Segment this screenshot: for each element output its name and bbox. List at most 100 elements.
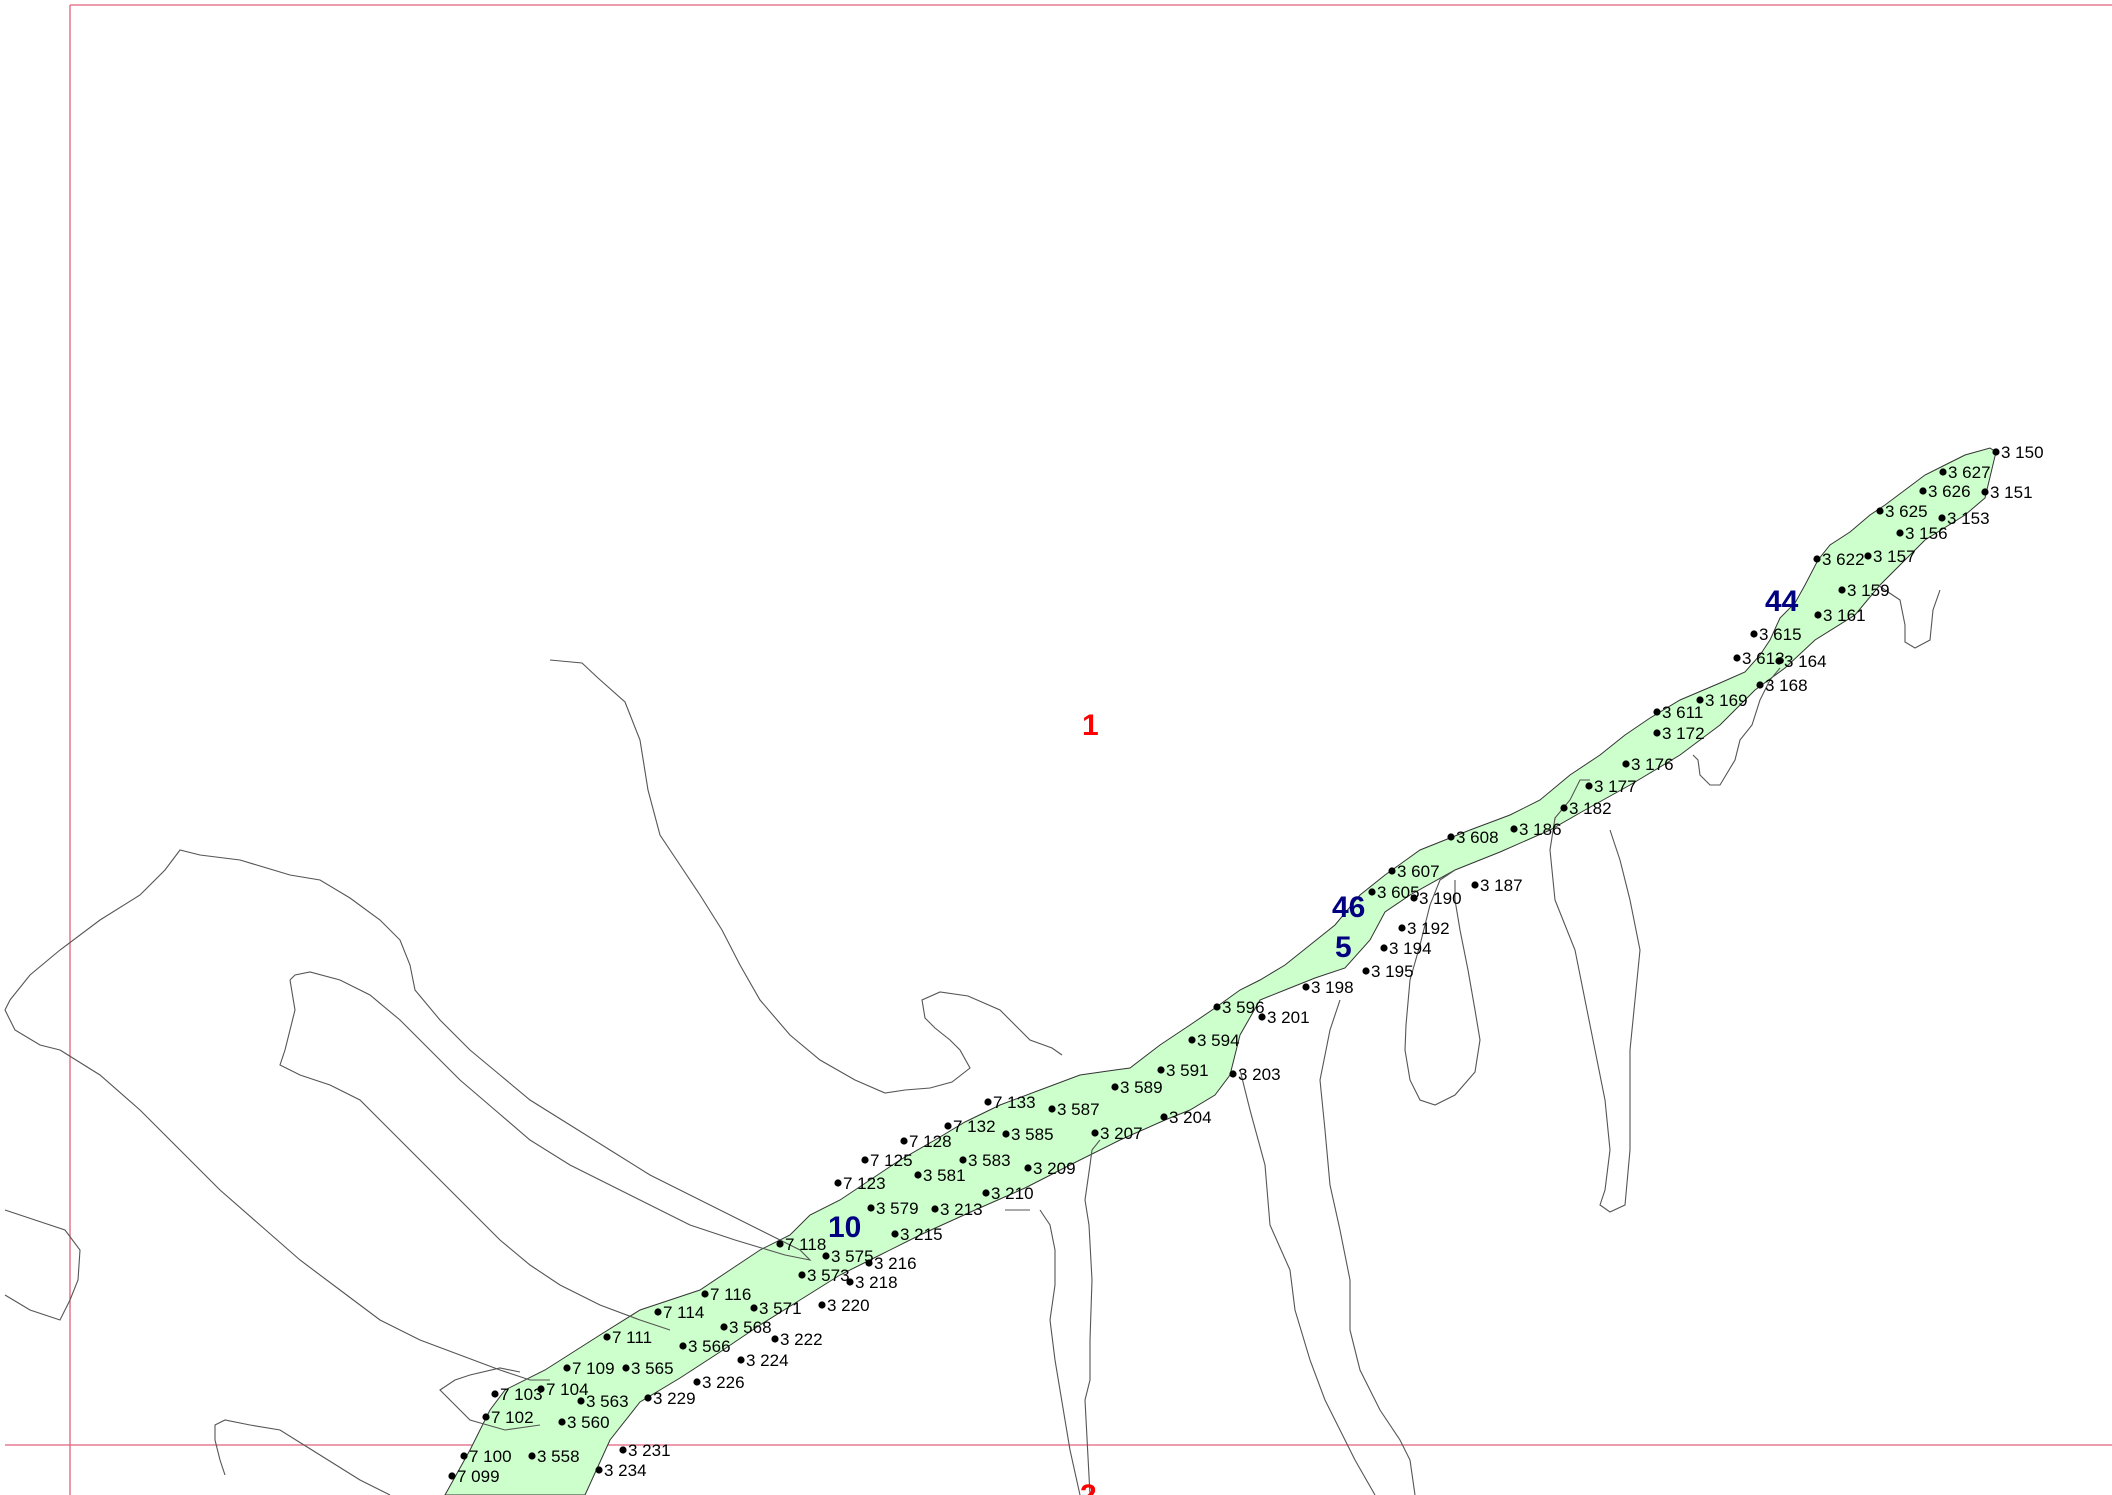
survey-point[interactable]: 3 596	[1213, 998, 1265, 1017]
survey-point-label: 7 103	[500, 1385, 543, 1404]
survey-point-label: 3 150	[2001, 443, 2044, 462]
survey-point-marker	[776, 1240, 784, 1248]
survey-point[interactable]: 7 133	[984, 1093, 1036, 1112]
survey-point[interactable]: 3 194	[1380, 939, 1432, 958]
zone-label-46[interactable]: 46	[1332, 891, 1365, 924]
survey-point[interactable]: 3 608	[1447, 828, 1499, 847]
survey-point[interactable]: 3 156	[1896, 524, 1948, 543]
survey-point[interactable]: 3 187	[1471, 876, 1523, 895]
survey-point[interactable]: 3 177	[1585, 777, 1637, 796]
survey-point[interactable]: 3 210	[982, 1184, 1034, 1203]
survey-point[interactable]: 3 579	[867, 1199, 919, 1218]
survey-point[interactable]: 3 220	[818, 1296, 870, 1315]
survey-point[interactable]: 3 581	[914, 1166, 966, 1185]
survey-point[interactable]: 3 161	[1814, 606, 1866, 625]
survey-point[interactable]: 3 157	[1864, 547, 1916, 566]
survey-point[interactable]: 3 591	[1157, 1061, 1209, 1080]
survey-point[interactable]: 3 627	[1939, 463, 1991, 482]
zone-label-44[interactable]: 44	[1765, 585, 1799, 618]
survey-point[interactable]: 3 169	[1696, 691, 1748, 710]
survey-point[interactable]: 3 213	[931, 1200, 983, 1219]
survey-point[interactable]: 3 172	[1653, 724, 1705, 743]
survey-point[interactable]: 3 203	[1229, 1065, 1281, 1084]
survey-point[interactable]: 3 207	[1091, 1124, 1143, 1143]
survey-point[interactable]: 3 583	[959, 1151, 1011, 1170]
survey-point[interactable]: 3 563	[577, 1392, 629, 1411]
survey-point[interactable]: 3 613	[1733, 649, 1785, 668]
survey-point[interactable]: 3 568	[720, 1318, 772, 1337]
green-zone-polygon[interactable]	[444, 447, 1997, 1495]
survey-point-marker	[822, 1252, 830, 1260]
survey-point[interactable]: 3 201	[1258, 1008, 1310, 1027]
survey-point[interactable]: 3 176	[1622, 755, 1674, 774]
survey-point[interactable]: 3 573	[798, 1266, 850, 1285]
survey-point[interactable]: 3 589	[1111, 1078, 1163, 1097]
survey-point[interactable]: 3 164	[1775, 652, 1827, 671]
survey-point[interactable]: 3 153	[1938, 509, 1990, 528]
survey-point[interactable]: 3 594	[1188, 1031, 1240, 1050]
survey-point-label: 3 575	[831, 1247, 874, 1266]
survey-point[interactable]: 7 099	[448, 1467, 500, 1486]
survey-point[interactable]: 3 182	[1560, 799, 1612, 818]
survey-point[interactable]: 3 159	[1838, 581, 1890, 600]
survey-point[interactable]: 3 585	[1002, 1125, 1054, 1144]
survey-point[interactable]: 3 204	[1160, 1108, 1212, 1127]
zone-label-10[interactable]: 10	[828, 1211, 861, 1244]
survey-point[interactable]: 3 224	[737, 1351, 789, 1370]
survey-point[interactable]: 3 215	[891, 1225, 943, 1244]
survey-point[interactable]: 3 168	[1756, 676, 1808, 695]
survey-point[interactable]: 7 132	[944, 1117, 996, 1136]
survey-point[interactable]: 3 234	[595, 1461, 647, 1480]
survey-point[interactable]: 3 558	[528, 1447, 580, 1466]
survey-point[interactable]: 3 186	[1510, 820, 1562, 839]
survey-point[interactable]: 3 565	[622, 1359, 674, 1378]
survey-point[interactable]: 7 111	[603, 1328, 652, 1347]
survey-point[interactable]: 7 125	[861, 1151, 913, 1170]
survey-point[interactable]: 3 216	[865, 1254, 917, 1273]
survey-point-marker	[1510, 825, 1518, 833]
survey-point[interactable]: 3 218	[846, 1273, 898, 1292]
survey-point[interactable]: 3 151	[1981, 483, 2033, 502]
survey-point[interactable]: 3 587	[1048, 1100, 1100, 1119]
survey-point[interactable]: 7 100	[460, 1447, 512, 1466]
survey-point[interactable]: 7 123	[834, 1174, 886, 1193]
survey-point[interactable]: 3 615	[1750, 625, 1802, 644]
survey-point[interactable]: 3 150	[1992, 443, 2044, 462]
survey-point-label: 7 109	[572, 1359, 615, 1378]
survey-point[interactable]: 3 625	[1876, 502, 1928, 521]
survey-point-label: 3 164	[1784, 652, 1827, 671]
survey-point-label: 3 159	[1847, 581, 1890, 600]
survey-point[interactable]: 3 192	[1398, 919, 1450, 938]
survey-point[interactable]: 3 605	[1368, 883, 1420, 902]
survey-point[interactable]: 3 571	[750, 1299, 802, 1318]
survey-point[interactable]: 3 222	[771, 1330, 823, 1349]
survey-point[interactable]: 3 622	[1813, 550, 1865, 569]
survey-point[interactable]: 3 229	[644, 1389, 696, 1408]
survey-point[interactable]: 3 195	[1362, 962, 1414, 981]
survey-point[interactable]: 7 104	[537, 1380, 589, 1399]
survey-point[interactable]: 3 198	[1302, 978, 1354, 997]
survey-point[interactable]: 7 102	[482, 1408, 534, 1427]
survey-point[interactable]: 3 626	[1919, 482, 1971, 501]
survey-point-marker	[944, 1122, 952, 1130]
survey-point[interactable]: 3 226	[693, 1373, 745, 1392]
survey-point-label: 3 157	[1873, 547, 1916, 566]
survey-point[interactable]: 7 114	[654, 1303, 704, 1322]
survey-point-marker	[861, 1156, 869, 1164]
zone-label-5[interactable]: 5	[1335, 931, 1352, 964]
survey-point[interactable]: 7 103	[491, 1385, 543, 1404]
survey-point[interactable]: 7 128	[900, 1132, 952, 1151]
survey-point[interactable]: 3 607	[1388, 862, 1440, 881]
parcel-label-1[interactable]: 1	[1082, 709, 1099, 742]
parcel-label-2[interactable]: 2	[1080, 1479, 1097, 1495]
survey-point[interactable]: 3 231	[619, 1441, 671, 1460]
survey-point[interactable]: 3 190	[1410, 889, 1462, 908]
survey-point[interactable]: 7 118	[776, 1235, 826, 1254]
survey-point[interactable]: 3 560	[558, 1413, 610, 1432]
survey-point[interactable]: 3 566	[679, 1337, 731, 1356]
survey-point[interactable]: 3 611	[1653, 703, 1703, 722]
survey-point[interactable]: 7 116	[701, 1285, 751, 1304]
survey-point[interactable]: 3 209	[1024, 1159, 1076, 1178]
survey-point[interactable]: 3 575	[822, 1247, 874, 1266]
survey-point[interactable]: 7 109	[563, 1359, 615, 1378]
